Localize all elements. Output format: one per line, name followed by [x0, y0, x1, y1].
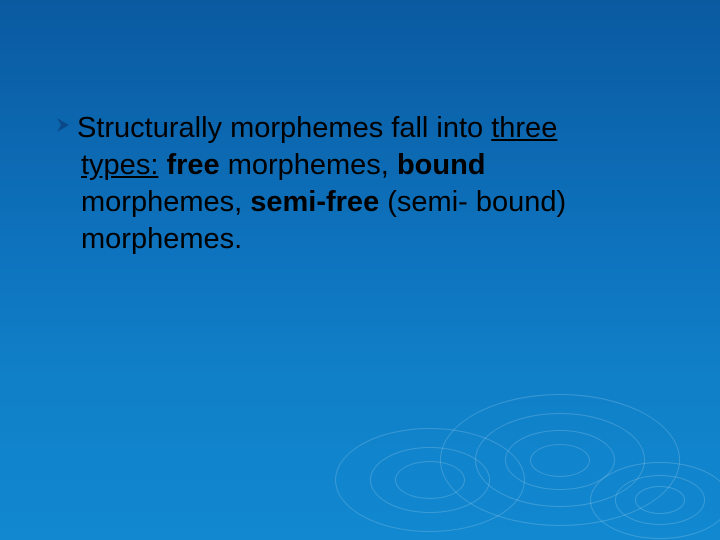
seg2: three — [491, 112, 557, 144]
ripple-circle — [505, 430, 615, 491]
seg8: morphemes, — [81, 186, 250, 218]
ripple-circle — [635, 486, 685, 514]
ripple-circle — [370, 447, 490, 513]
ripple-circle — [530, 444, 590, 477]
seg7: bound — [397, 149, 486, 181]
seg10: (semi- bound) — [379, 186, 566, 218]
seg11: morphemes. — [81, 223, 242, 255]
ripple-circle — [335, 428, 525, 533]
slide-content: Structurally morphemes fall into three t… — [55, 110, 685, 258]
bullet-text-line3: morphemes, semi-free (semi- bound) — [81, 184, 685, 221]
chevron-bullet-icon — [55, 116, 73, 139]
ripple-circle — [440, 394, 680, 526]
ripple-circle — [475, 413, 645, 507]
ripple-circle — [395, 461, 465, 500]
bullet-text-line4: morphemes. — [81, 221, 685, 258]
seg5: free — [166, 149, 219, 181]
bullet-text-line1: Structurally morphemes fall into three — [77, 112, 557, 144]
seg6: morphemes, — [220, 149, 397, 181]
seg3: types: — [81, 149, 158, 181]
seg9: semi-free — [250, 186, 379, 218]
seg1: Structurally morphemes fall into — [77, 112, 491, 144]
bullet-text-line2: types: free morphemes, bound — [81, 147, 685, 184]
ripple-circle — [590, 462, 720, 539]
ripple-circle — [615, 475, 705, 525]
ripple-decor — [0, 0, 720, 540]
bullet-item: Structurally morphemes fall into three — [55, 110, 685, 147]
